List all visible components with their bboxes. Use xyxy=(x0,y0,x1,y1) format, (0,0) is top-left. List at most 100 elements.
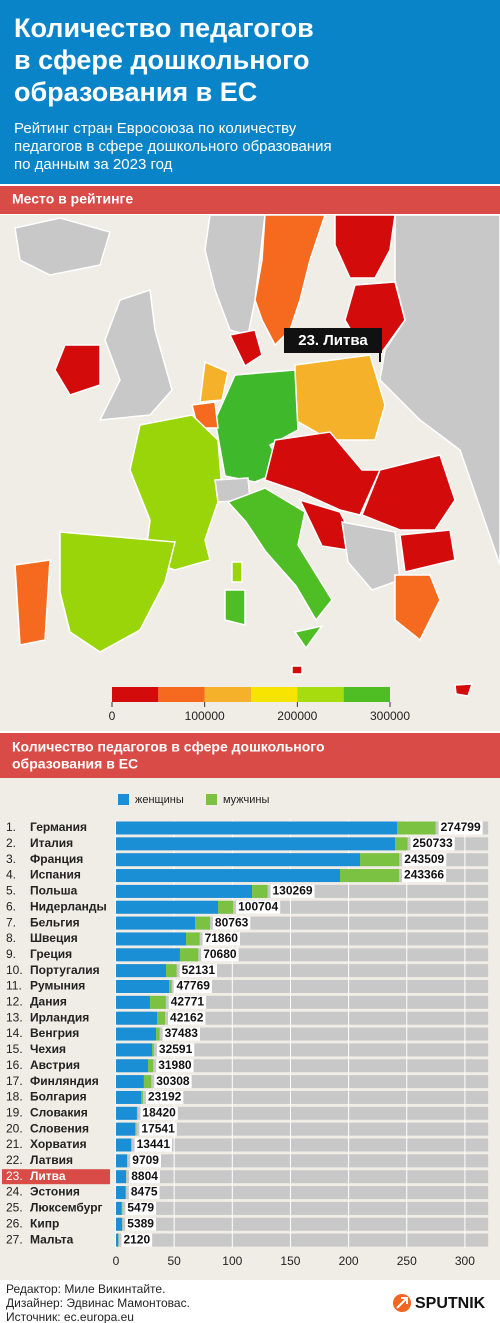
bar-segment xyxy=(217,900,234,914)
track xyxy=(116,1027,489,1041)
label-bg xyxy=(162,1027,200,1041)
logo: SPUTNIK xyxy=(415,1295,486,1312)
label-bg xyxy=(134,1138,173,1152)
label-bg xyxy=(212,916,251,930)
bar-segment xyxy=(141,1090,143,1104)
bar-segment xyxy=(396,821,436,835)
data-label: 100704 xyxy=(238,899,278,913)
track xyxy=(116,1138,489,1152)
rank: 24. xyxy=(6,1185,23,1199)
track xyxy=(116,1075,489,1089)
y-tick-label: Люксембург xyxy=(30,1201,103,1215)
country xyxy=(199,360,229,403)
bar-segment xyxy=(116,948,180,962)
credit: Дизайнер: Эдвинас Мамонтовас. xyxy=(6,1296,190,1310)
chart-title: образования в ЕС xyxy=(12,756,138,772)
bar-segment xyxy=(147,1059,154,1073)
data-label: 2120 xyxy=(123,1232,150,1246)
data-label: 8475 xyxy=(131,1185,158,1199)
rank: 8. xyxy=(6,931,16,945)
logo-arrow xyxy=(396,1297,408,1309)
rank: 7. xyxy=(6,915,16,929)
bar-segment xyxy=(157,1011,166,1025)
bar-segment xyxy=(116,1201,122,1215)
track xyxy=(116,1059,489,1073)
data-label: 23192 xyxy=(148,1090,182,1104)
label-bg xyxy=(168,1011,206,1025)
rank: 25. xyxy=(6,1201,23,1215)
country xyxy=(291,665,303,675)
track xyxy=(116,1170,489,1184)
y-tick-label: Испания xyxy=(30,868,81,882)
y-tick-label: Португалия xyxy=(30,963,100,977)
data-label: 42771 xyxy=(171,995,205,1009)
bar-segment xyxy=(116,1186,126,1200)
data-label: 5479 xyxy=(127,1201,154,1215)
legend-label: женщины xyxy=(135,794,184,806)
legend-label: мужчины xyxy=(223,794,269,806)
bar-segment xyxy=(116,1043,153,1057)
credit: Редактор: Миле Викинтайте. xyxy=(6,1282,165,1296)
label-bg xyxy=(402,853,447,867)
track xyxy=(116,995,489,1009)
label-bg xyxy=(179,964,218,978)
track xyxy=(116,1186,489,1200)
label-bg xyxy=(156,1059,194,1073)
section-bar xyxy=(0,186,500,214)
legend-swatch xyxy=(297,687,344,702)
country xyxy=(231,561,243,583)
data-label: 18420 xyxy=(142,1105,176,1119)
subtitle-line: Рейтинг стран Евросоюза по количеству xyxy=(14,120,297,137)
bar-segment xyxy=(186,932,200,946)
bar-segment xyxy=(116,1138,132,1152)
y-tick-label: Ирландия xyxy=(30,1010,89,1024)
label-bg xyxy=(201,948,239,962)
data-label: 70680 xyxy=(203,947,237,961)
legend-swatch xyxy=(112,687,159,702)
title-line: образования в ЕС xyxy=(14,77,257,107)
title-line: в сфере дошкольного xyxy=(14,45,309,75)
y-tick-label: Греция xyxy=(30,947,72,961)
label-bg xyxy=(270,884,315,898)
rank: 26. xyxy=(6,1216,23,1230)
country xyxy=(129,414,223,571)
bar-segment xyxy=(116,884,253,898)
bar-segment xyxy=(395,837,408,851)
label-bg xyxy=(125,1201,157,1215)
y-tick-label: Венгрия xyxy=(30,1026,79,1040)
label-bg xyxy=(410,837,455,851)
bar-segment xyxy=(252,884,268,898)
bar-segment xyxy=(359,853,400,867)
track xyxy=(116,1090,489,1104)
subtitle-line: по данным за 2023 год xyxy=(14,156,173,173)
label-bg xyxy=(140,1106,178,1120)
y-tick-label: Польша xyxy=(30,884,78,898)
label-bg xyxy=(125,1217,156,1231)
data-label: 250733 xyxy=(413,836,453,850)
country xyxy=(14,559,51,646)
rank: 1. xyxy=(6,820,16,834)
bar-segment xyxy=(166,964,177,978)
data-label: 274799 xyxy=(441,820,481,834)
y-tick-label: Чехия xyxy=(30,1042,66,1056)
legend-swatch xyxy=(343,687,390,702)
data-label: 37483 xyxy=(165,1026,199,1040)
track xyxy=(116,1011,489,1025)
bar-segment xyxy=(339,869,400,883)
x-tick-label: 50 xyxy=(167,1254,181,1268)
y-tick-label: Дания xyxy=(30,995,67,1009)
legend-swatch xyxy=(118,794,129,805)
country xyxy=(226,487,333,622)
section-heading: Место в рейтинге xyxy=(12,191,133,207)
x-tick-label: 150 xyxy=(280,1254,300,1268)
track xyxy=(116,1122,489,1136)
country xyxy=(54,344,101,396)
rank: 23. xyxy=(6,1169,23,1183)
x-tick-label: 0 xyxy=(113,1254,120,1268)
title-line: Количество педагогов xyxy=(14,13,314,43)
bar-segment xyxy=(116,1075,144,1089)
track xyxy=(116,1043,489,1057)
label-bg xyxy=(130,1154,161,1168)
track xyxy=(116,1233,489,1247)
chart-title: Количество педагогов в сфере дошкольного xyxy=(12,739,325,755)
